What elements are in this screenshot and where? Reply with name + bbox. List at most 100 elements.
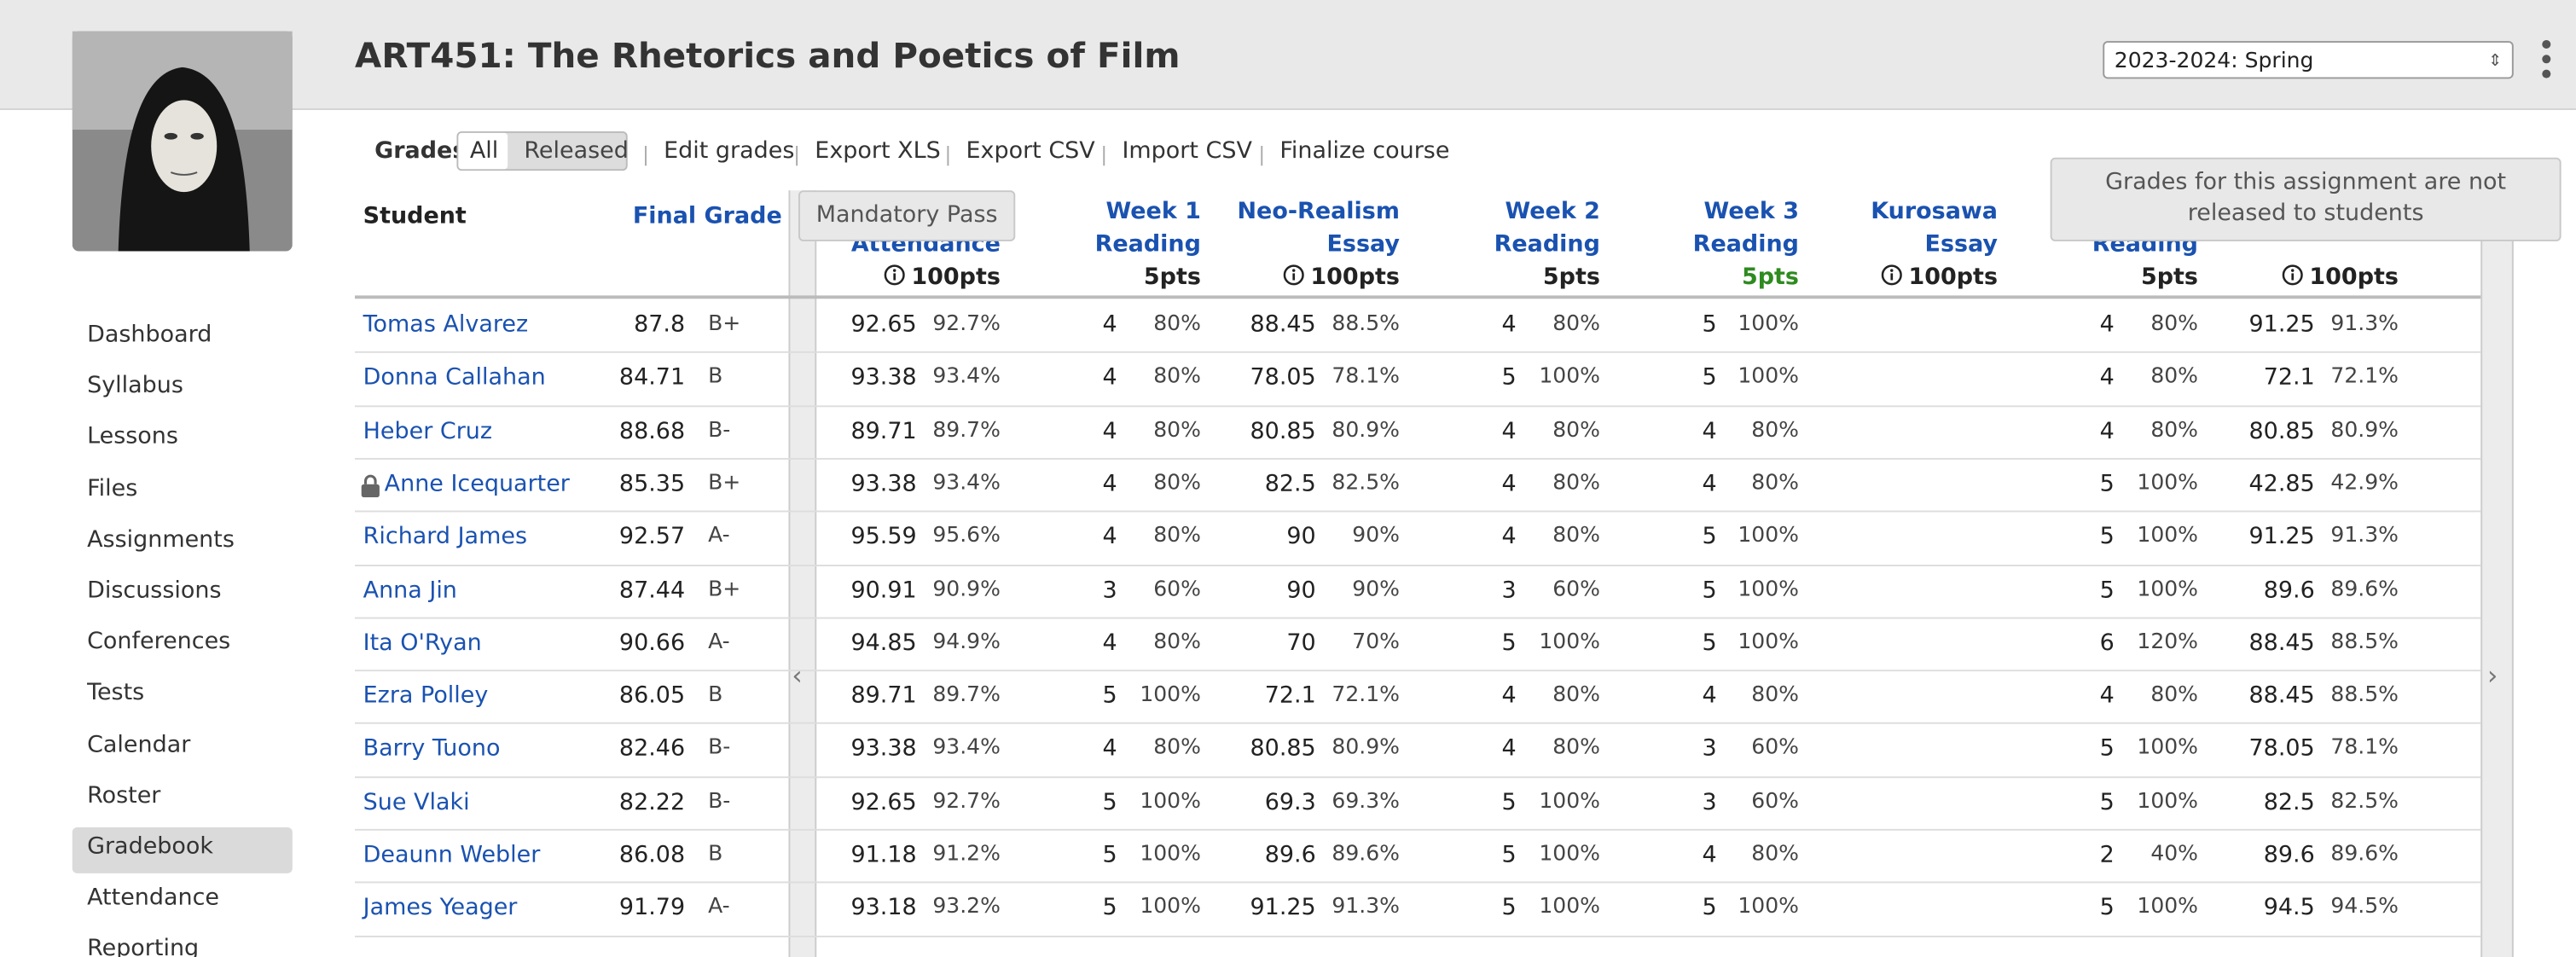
grade-score[interactable]: 6 bbox=[2099, 629, 2115, 657]
grade-score[interactable]: 3 bbox=[1102, 577, 1117, 604]
student-name[interactable]: Sue Vlaki bbox=[363, 789, 470, 815]
column-header[interactable]: Neo-Realism bbox=[1237, 198, 1400, 225]
grade-score[interactable]: 89.6 bbox=[2263, 842, 2315, 869]
student-name[interactable]: Tomas Alvarez bbox=[363, 311, 529, 339]
grade-score[interactable]: 4 bbox=[1102, 471, 1117, 497]
grade-score[interactable]: 5 bbox=[1702, 577, 1717, 604]
grade-score[interactable]: 4 bbox=[2099, 682, 2115, 710]
grade-score[interactable]: 80.85 bbox=[1250, 417, 1316, 444]
grade-score[interactable]: 93.38 bbox=[850, 735, 917, 763]
grade-score[interactable]: 90 bbox=[1286, 524, 1316, 551]
grade-score[interactable]: 88.45 bbox=[2248, 629, 2315, 657]
column-header[interactable]: Reading bbox=[1494, 231, 1600, 258]
column-header[interactable]: Final Grade bbox=[632, 203, 782, 230]
grade-score[interactable]: 88.45 bbox=[1250, 311, 1316, 339]
nav-item[interactable]: Attendance bbox=[87, 884, 220, 912]
grade-score[interactable]: 5 bbox=[1702, 524, 1717, 551]
grade-score[interactable]: 5 bbox=[1501, 789, 1517, 815]
student-name[interactable]: Donna Callahan bbox=[363, 364, 546, 392]
grade-score[interactable]: 72.1 bbox=[1264, 682, 1316, 710]
grade-score[interactable]: 4 bbox=[1501, 735, 1517, 763]
toolbar-action[interactable]: Export CSV bbox=[966, 137, 1095, 165]
grade-score[interactable]: 88.45 bbox=[2248, 682, 2315, 710]
student-name[interactable]: Ita O'Ryan bbox=[363, 629, 482, 657]
toolbar-action[interactable]: Export XLS bbox=[815, 137, 941, 165]
grade-score[interactable]: 89.71 bbox=[850, 417, 917, 444]
grade-score[interactable]: 5 bbox=[1501, 895, 1517, 922]
grade-score[interactable]: 5 bbox=[1702, 311, 1717, 339]
nav-item[interactable]: Syllabus bbox=[87, 373, 183, 400]
filter[interactable]: All bbox=[469, 137, 499, 165]
student-name[interactable]: James Yeager bbox=[363, 895, 518, 922]
nav-item[interactable]: Files bbox=[87, 475, 138, 502]
grade-score[interactable]: 5 bbox=[1102, 895, 1117, 922]
grade-score[interactable]: 93.18 bbox=[850, 895, 917, 922]
grade-score[interactable]: 69.3 bbox=[1264, 789, 1316, 815]
nav-item[interactable]: Roster bbox=[87, 782, 161, 809]
grade-score[interactable]: 5 bbox=[2099, 577, 2115, 604]
grade-score[interactable]: 91.25 bbox=[1250, 895, 1316, 922]
grade-score[interactable]: 5 bbox=[1102, 682, 1117, 710]
grade-score[interactable]: 91.18 bbox=[850, 842, 917, 869]
grade-score[interactable]: 90.91 bbox=[850, 577, 917, 604]
grade-score[interactable]: 5 bbox=[1702, 364, 1717, 392]
nav-item[interactable]: Lessons bbox=[87, 424, 178, 451]
grade-score[interactable]: 5 bbox=[1501, 629, 1517, 657]
grade-score[interactable]: 4 bbox=[1102, 735, 1117, 763]
nav-item[interactable]: Gradebook bbox=[87, 833, 214, 861]
grade-score[interactable]: 82.5 bbox=[2263, 789, 2315, 815]
grade-score[interactable]: 90 bbox=[1286, 577, 1316, 604]
toolbar-action[interactable]: Import CSV bbox=[1122, 137, 1252, 165]
nav-item[interactable]: Reporting bbox=[87, 936, 200, 957]
grade-score[interactable]: 4 bbox=[1102, 364, 1117, 392]
column-header[interactable]: Kurosawa bbox=[1871, 198, 1999, 225]
grade-score[interactable]: 4 bbox=[2099, 311, 2115, 339]
student-name[interactable]: Richard James bbox=[363, 524, 528, 551]
student-name[interactable]: Heber Cruz bbox=[363, 417, 493, 444]
column-header[interactable]: Week 1 bbox=[1105, 198, 1201, 225]
grade-score[interactable]: 4 bbox=[1501, 471, 1517, 497]
grade-score[interactable]: 5 bbox=[2099, 735, 2115, 763]
grade-score[interactable]: 80.85 bbox=[1250, 735, 1316, 763]
grade-score[interactable]: 3 bbox=[1702, 789, 1717, 815]
grade-score[interactable]: 70 bbox=[1286, 629, 1316, 657]
column-header[interactable]: Week 2 bbox=[1505, 198, 1600, 225]
nav-item[interactable]: Calendar bbox=[87, 731, 191, 758]
grade-score[interactable]: 89.6 bbox=[2263, 577, 2315, 604]
grade-score[interactable]: 89.6 bbox=[1264, 842, 1316, 869]
term-select[interactable]: 2023-2024: Spring ⇕ bbox=[2103, 41, 2514, 79]
column-header[interactable]: Week 3 bbox=[1703, 198, 1799, 225]
grade-score[interactable]: 92.65 bbox=[850, 311, 917, 339]
grade-score[interactable]: 91.25 bbox=[2248, 311, 2315, 339]
column-header[interactable]: Essay bbox=[1326, 231, 1400, 258]
grade-score[interactable]: 80.85 bbox=[2248, 417, 2315, 444]
grade-score[interactable]: 5 bbox=[1102, 842, 1117, 869]
student-name[interactable]: Deaunn Webler bbox=[363, 842, 541, 869]
grade-score[interactable]: 5 bbox=[1501, 842, 1517, 869]
nav-item[interactable]: Dashboard bbox=[87, 322, 212, 348]
grade-score[interactable]: 3 bbox=[1501, 577, 1517, 604]
filter[interactable]: Released bbox=[524, 137, 629, 165]
nav-item[interactable]: Tests bbox=[87, 680, 145, 707]
grade-score[interactable]: 4 bbox=[1501, 417, 1517, 444]
grade-score[interactable]: 4 bbox=[1702, 842, 1717, 869]
grade-score[interactable]: 5 bbox=[2099, 789, 2115, 815]
grade-score[interactable]: 82.5 bbox=[1264, 471, 1316, 497]
grade-score[interactable]: 4 bbox=[1102, 311, 1117, 339]
grade-score[interactable]: 5 bbox=[1501, 364, 1517, 392]
grade-score[interactable]: 3 bbox=[1702, 735, 1717, 763]
grade-score[interactable]: 78.05 bbox=[1250, 364, 1316, 392]
grade-score[interactable]: 5 bbox=[2099, 471, 2115, 497]
toolbar-action[interactable]: Edit grades bbox=[664, 137, 795, 165]
grade-score[interactable]: 72.1 bbox=[2263, 364, 2315, 392]
column-header[interactable]: Essay bbox=[1924, 231, 1999, 258]
grade-score[interactable]: 93.38 bbox=[850, 364, 917, 392]
student-name[interactable]: Barry Tuono bbox=[363, 735, 501, 763]
grade-score[interactable]: 93.38 bbox=[850, 471, 917, 497]
toolbar-action[interactable]: Finalize course bbox=[1279, 137, 1450, 165]
column-header[interactable]: Reading bbox=[1692, 231, 1799, 258]
grade-score[interactable]: 4 bbox=[1702, 682, 1717, 710]
grade-score[interactable]: 5 bbox=[2099, 895, 2115, 922]
student-name[interactable]: Anna Jin bbox=[363, 577, 457, 604]
grade-score[interactable]: 94.85 bbox=[850, 629, 917, 657]
